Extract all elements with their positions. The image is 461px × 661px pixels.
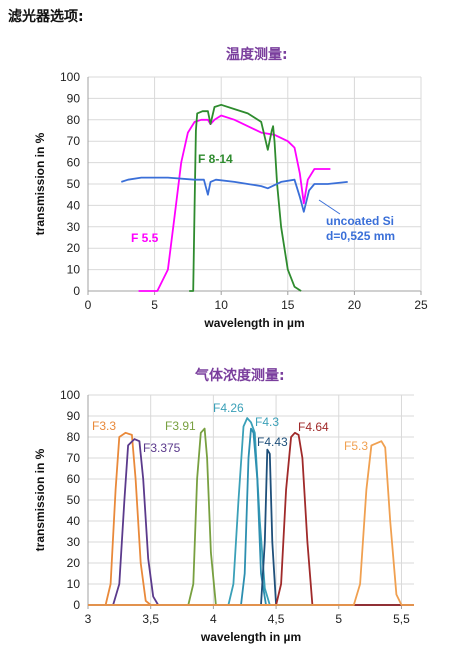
label-f5-3: F5.3 bbox=[344, 439, 368, 453]
x-tick-label: 20 bbox=[348, 298, 362, 312]
y-tick-label: 10 bbox=[67, 577, 81, 591]
series-line-f4-43 bbox=[88, 448, 414, 606]
series-line-uncoated-si-d-0-525-mm bbox=[121, 176, 348, 213]
series-line-f5-3 bbox=[88, 440, 414, 606]
y-tick-label: 100 bbox=[60, 388, 80, 402]
y-tick-label: 60 bbox=[67, 156, 81, 170]
label-uncoated-si: uncoated Si bbox=[326, 214, 394, 228]
series-line-f3-375 bbox=[88, 438, 414, 606]
y-tick-label: 40 bbox=[67, 514, 81, 528]
series-line-f3-3 bbox=[88, 431, 414, 606]
y-axis-label: transmission in % bbox=[33, 448, 47, 551]
y-tick-label: 70 bbox=[67, 134, 81, 148]
y-tick-label: 70 bbox=[67, 451, 81, 465]
series-line-f4-26 bbox=[88, 417, 414, 606]
x-axis-label: wavelength in µm bbox=[203, 316, 304, 330]
y-tick-label: 30 bbox=[67, 535, 81, 549]
label-f-5-5: F 5.5 bbox=[131, 231, 159, 245]
y-tick-label: 20 bbox=[67, 241, 81, 255]
y-tick-label: 60 bbox=[67, 472, 81, 486]
y-tick-label: 50 bbox=[67, 493, 81, 507]
label-f4-43: F4.43 bbox=[257, 435, 288, 449]
y-tick-label: 20 bbox=[67, 556, 81, 570]
x-tick-label: 4,5 bbox=[268, 612, 285, 626]
x-tick-label: 3 bbox=[85, 612, 92, 626]
x-tick-label: 15 bbox=[281, 298, 295, 312]
annotation-leader-line bbox=[318, 199, 341, 215]
label-f3-375: F3.375 bbox=[143, 441, 181, 455]
x-tick-label: 5 bbox=[335, 612, 342, 626]
y-tick-label: 30 bbox=[67, 220, 81, 234]
y-tick-label: 0 bbox=[73, 598, 80, 612]
x-tick-label: 4 bbox=[210, 612, 217, 626]
gas-chart-title: 气体浓度测量: bbox=[195, 368, 285, 384]
series-line-f-8-14 bbox=[189, 103, 302, 292]
x-tick-label: 5,5 bbox=[393, 612, 410, 626]
y-tick-label: 50 bbox=[67, 177, 81, 191]
y-tick-label: 10 bbox=[67, 263, 81, 277]
series-line-f-5-5 bbox=[138, 114, 331, 292]
series-line-f4-64 bbox=[88, 431, 414, 606]
label-f3-3: F3.3 bbox=[92, 419, 116, 433]
label-si-thickness: d=0,525 mm bbox=[326, 229, 395, 243]
label-f3-91: F3.91 bbox=[165, 419, 196, 433]
y-axis-label: transmission in % bbox=[33, 132, 47, 235]
x-tick-label: 3,5 bbox=[142, 612, 159, 626]
series-line-f3-91 bbox=[88, 427, 414, 606]
y-tick-label: 90 bbox=[67, 91, 81, 105]
y-tick-label: 100 bbox=[60, 70, 80, 84]
label-f4-64: F4.64 bbox=[298, 420, 329, 434]
x-tick-label: 5 bbox=[151, 298, 158, 312]
x-tick-label: 10 bbox=[215, 298, 229, 312]
page-heading: 滤光器选项: bbox=[8, 9, 84, 25]
temperature-chart-title: 温度测量: bbox=[226, 47, 288, 63]
y-tick-label: 80 bbox=[67, 430, 81, 444]
x-axis-label: wavelength in µm bbox=[200, 630, 301, 644]
y-tick-label: 40 bbox=[67, 198, 81, 212]
x-tick-label: 0 bbox=[85, 298, 92, 312]
y-tick-label: 0 bbox=[73, 284, 80, 298]
label-f4-3: F4.3 bbox=[255, 415, 279, 429]
label-f-8-14: F 8-14 bbox=[198, 152, 233, 166]
series-line-f4-3 bbox=[88, 427, 414, 606]
y-tick-label: 80 bbox=[67, 113, 81, 127]
label-f4-26: F4.26 bbox=[213, 401, 244, 415]
x-tick-label: 25 bbox=[414, 298, 428, 312]
y-tick-label: 90 bbox=[67, 409, 81, 423]
